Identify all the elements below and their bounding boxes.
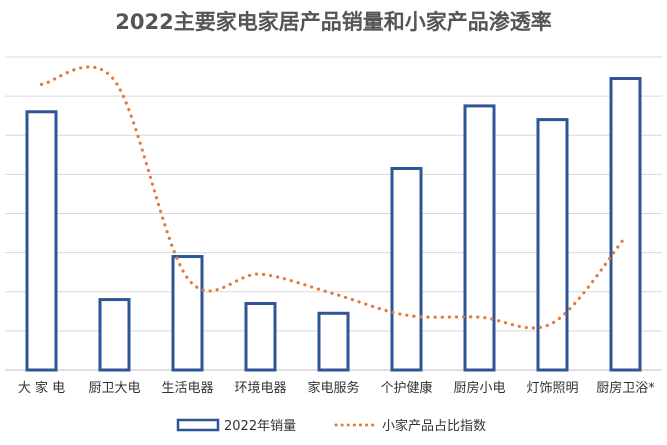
legend-swatch-bar	[176, 418, 220, 432]
x-tick-label: 厨卫大电	[88, 381, 140, 396]
bar	[317, 311, 350, 372]
bar	[609, 77, 642, 372]
x-tick-label: 生活电器	[161, 381, 213, 396]
bar	[25, 110, 58, 372]
legend-label-bar: 2022年销量	[224, 419, 296, 434]
x-tick-label: 灯饰照明	[526, 381, 578, 396]
x-tick-label: 家电服务	[307, 380, 359, 396]
legend-label-line: 小家产品占比指数	[382, 418, 486, 434]
x-tick-label: 环境电器	[234, 381, 286, 396]
x-tick-label: 厨房卫浴*	[596, 380, 655, 396]
bar	[390, 167, 423, 372]
bar	[171, 255, 204, 372]
x-tick-label: 大 家 电	[18, 380, 65, 396]
bar	[244, 301, 277, 372]
chart-title: 2022主要家电家居产品销量和小家产品渗透率	[115, 10, 552, 34]
bar	[463, 104, 496, 372]
series-line	[39, 65, 628, 330]
x-tick-label: 个护健康	[380, 380, 432, 396]
bar	[536, 118, 569, 372]
bar	[98, 298, 131, 372]
x-tick-label: 厨房小电	[453, 380, 505, 396]
